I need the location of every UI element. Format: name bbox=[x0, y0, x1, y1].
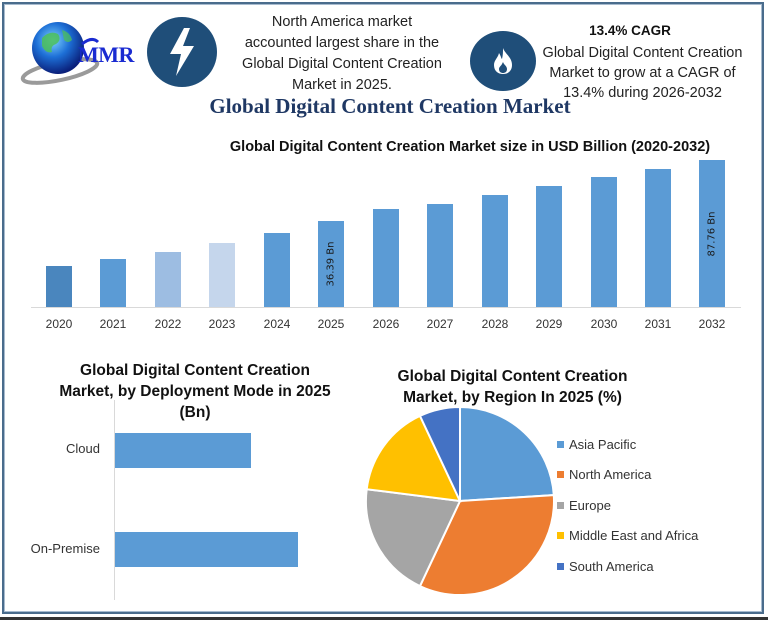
bar-2028 bbox=[482, 195, 508, 307]
legend-item-asia-pacific: Asia Pacific bbox=[557, 429, 698, 460]
bar-value-label: 36.39 Bn bbox=[325, 241, 337, 287]
title-line: Global Digital Content Creation bbox=[80, 362, 310, 379]
bar-2031 bbox=[645, 169, 671, 307]
bar-2030 bbox=[591, 177, 617, 307]
y-axis bbox=[114, 400, 115, 600]
infographic-frame bbox=[2, 2, 764, 614]
legend-swatch bbox=[557, 440, 564, 448]
bar-2029 bbox=[536, 186, 562, 307]
callout-line: North America market bbox=[271, 14, 413, 30]
legend-swatch bbox=[557, 471, 564, 479]
legend-item-middle-east-africa: Middle East and Africa bbox=[557, 521, 698, 552]
bar-2022 bbox=[155, 252, 181, 307]
mmr-logo: MMR bbox=[20, 16, 145, 86]
x-tick-label: 2022 bbox=[154, 317, 182, 331]
x-tick-label: 2023 bbox=[208, 317, 236, 331]
x-tick-label: 2024 bbox=[263, 317, 291, 331]
x-tick-label: 2020 bbox=[45, 317, 73, 331]
callout-cagr: Global Digital Content Creation Market t… bbox=[540, 43, 745, 103]
slice-north-america bbox=[418, 494, 555, 597]
legend-label: Asia Pacific bbox=[569, 436, 637, 452]
bar-2032: 87.76 Bn bbox=[699, 160, 725, 307]
globe-icon bbox=[20, 22, 100, 85]
bar-chart-title: Global Digital Content Creation Market s… bbox=[229, 139, 711, 155]
bar-2027 bbox=[427, 204, 453, 307]
deployment-chart-title: Global Digital Content Creation Market, … bbox=[40, 360, 350, 423]
legend-label: Middle East and Africa bbox=[569, 528, 699, 544]
legend-swatch bbox=[557, 501, 564, 509]
legend-item-south-america: South America bbox=[557, 551, 698, 582]
legend-label: North America bbox=[569, 467, 652, 483]
bar-chart-plot: 36.39 Bn 87.76 Bn bbox=[31, 150, 741, 307]
callout-north-america: North America market accounted largest s… bbox=[222, 12, 462, 96]
legend-item-north-america: North America bbox=[557, 460, 698, 491]
title-line: Global Digital Content Creation bbox=[397, 368, 628, 385]
bar-on-premise bbox=[115, 532, 298, 567]
x-tick-label: 2025 bbox=[317, 317, 345, 331]
x-tick-label: 2031 bbox=[644, 317, 672, 331]
legend-swatch bbox=[557, 532, 564, 540]
category-label-on-premise: On-Premise bbox=[30, 541, 100, 556]
bar-2025: 36.39 Bn bbox=[318, 221, 344, 307]
bottom-border bbox=[0, 617, 768, 620]
logo-text: MMR bbox=[78, 42, 134, 67]
legend-item-europe: Europe bbox=[557, 490, 698, 521]
legend-label: Europe bbox=[569, 497, 611, 513]
page-title: Global Digital Content Creation Market bbox=[209, 94, 571, 118]
bar-2020 bbox=[46, 266, 72, 307]
x-tick-label: 2028 bbox=[481, 317, 509, 331]
callout-line: Global Digital Content Creation bbox=[542, 45, 743, 61]
x-axis bbox=[31, 307, 741, 308]
legend-label: South America bbox=[569, 558, 654, 574]
bar-value-label: 87.76 Bn bbox=[706, 210, 718, 257]
bar-2021 bbox=[100, 259, 126, 307]
callout-line: Market in 2025. bbox=[292, 77, 392, 93]
x-tick-label: 2032 bbox=[698, 317, 726, 331]
x-tick-label: 2027 bbox=[426, 317, 454, 331]
callout-line: Global Digital Content Creation bbox=[242, 56, 442, 72]
region-pie-chart bbox=[365, 405, 555, 597]
slice-south-america bbox=[418, 405, 461, 502]
x-tick-label: 2026 bbox=[372, 317, 400, 331]
callout-line: Market to grow at a CAGR of bbox=[549, 65, 736, 81]
x-tick-label: 2030 bbox=[590, 317, 618, 331]
region-chart-title: Global Digital Content Creation Market, … bbox=[370, 366, 655, 408]
slice-asia-pacific bbox=[459, 405, 555, 503]
x-tick-label: 2021 bbox=[99, 317, 127, 331]
x-tick-label: 2029 bbox=[535, 317, 563, 331]
title-line: (Bn) bbox=[179, 404, 211, 421]
title-line: Market, by Deployment Mode in 2025 bbox=[59, 383, 331, 400]
lightning-bolt-icon bbox=[147, 17, 217, 87]
flame-icon bbox=[470, 31, 536, 91]
callout-line: 13.4% during 2026-2032 bbox=[563, 85, 722, 101]
pie-legend: Asia Pacific North America Europe Middle… bbox=[557, 429, 698, 582]
title-line: Market, by Region In 2025 (%) bbox=[403, 389, 622, 406]
bar-2023 bbox=[209, 243, 235, 307]
slice-europe bbox=[365, 488, 462, 588]
callout-line: accounted largest share in the bbox=[244, 35, 440, 51]
category-label-cloud: Cloud bbox=[66, 441, 100, 456]
bar-cloud bbox=[115, 433, 251, 468]
bar-2024 bbox=[264, 233, 290, 307]
legend-swatch bbox=[557, 562, 564, 570]
bar-2026 bbox=[373, 209, 399, 307]
slice-middle-east-africa bbox=[365, 414, 462, 503]
cagr-heading: 13.4% CAGR bbox=[589, 23, 671, 38]
